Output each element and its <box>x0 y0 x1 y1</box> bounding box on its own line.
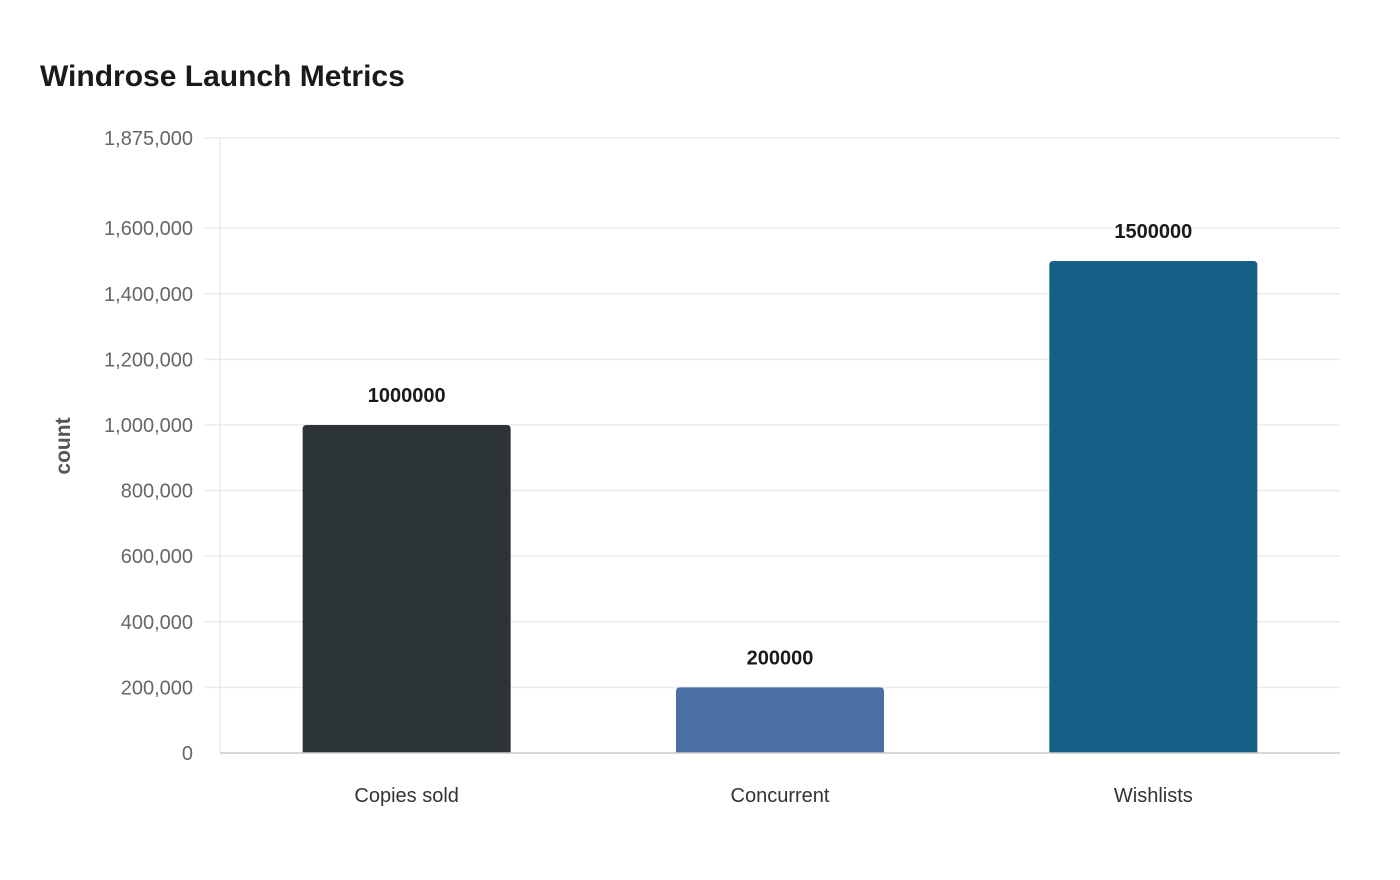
bar <box>1049 261 1258 753</box>
x-tick-label: Concurrent <box>731 785 830 807</box>
y-tick-label: 800,000 <box>121 481 193 503</box>
y-tick-label: 400,000 <box>121 612 193 634</box>
y-tick-label: 1,600,000 <box>104 218 193 240</box>
y-tick-label: 1,000,000 <box>104 415 193 437</box>
data-label: 200000 <box>747 647 814 669</box>
y-tick-label: 0 <box>182 743 193 765</box>
y-axis-label: count <box>52 417 75 474</box>
y-tick-label: 1,200,000 <box>104 349 193 371</box>
y-tick-label: 600,000 <box>121 546 193 568</box>
x-tick-label: Copies sold <box>354 785 459 807</box>
data-label: 1000000 <box>368 385 446 407</box>
y-tick-label: 200,000 <box>121 677 193 699</box>
y-tick-label: 1,400,000 <box>104 284 193 306</box>
bar <box>302 425 511 753</box>
chart-title: Windrose Launch Metrics <box>40 60 405 93</box>
y-tick-label: 1,875,000 <box>104 128 193 150</box>
x-tick-label: Wishlists <box>1114 785 1193 807</box>
bar <box>676 687 884 753</box>
data-label: 1500000 <box>1114 221 1192 243</box>
